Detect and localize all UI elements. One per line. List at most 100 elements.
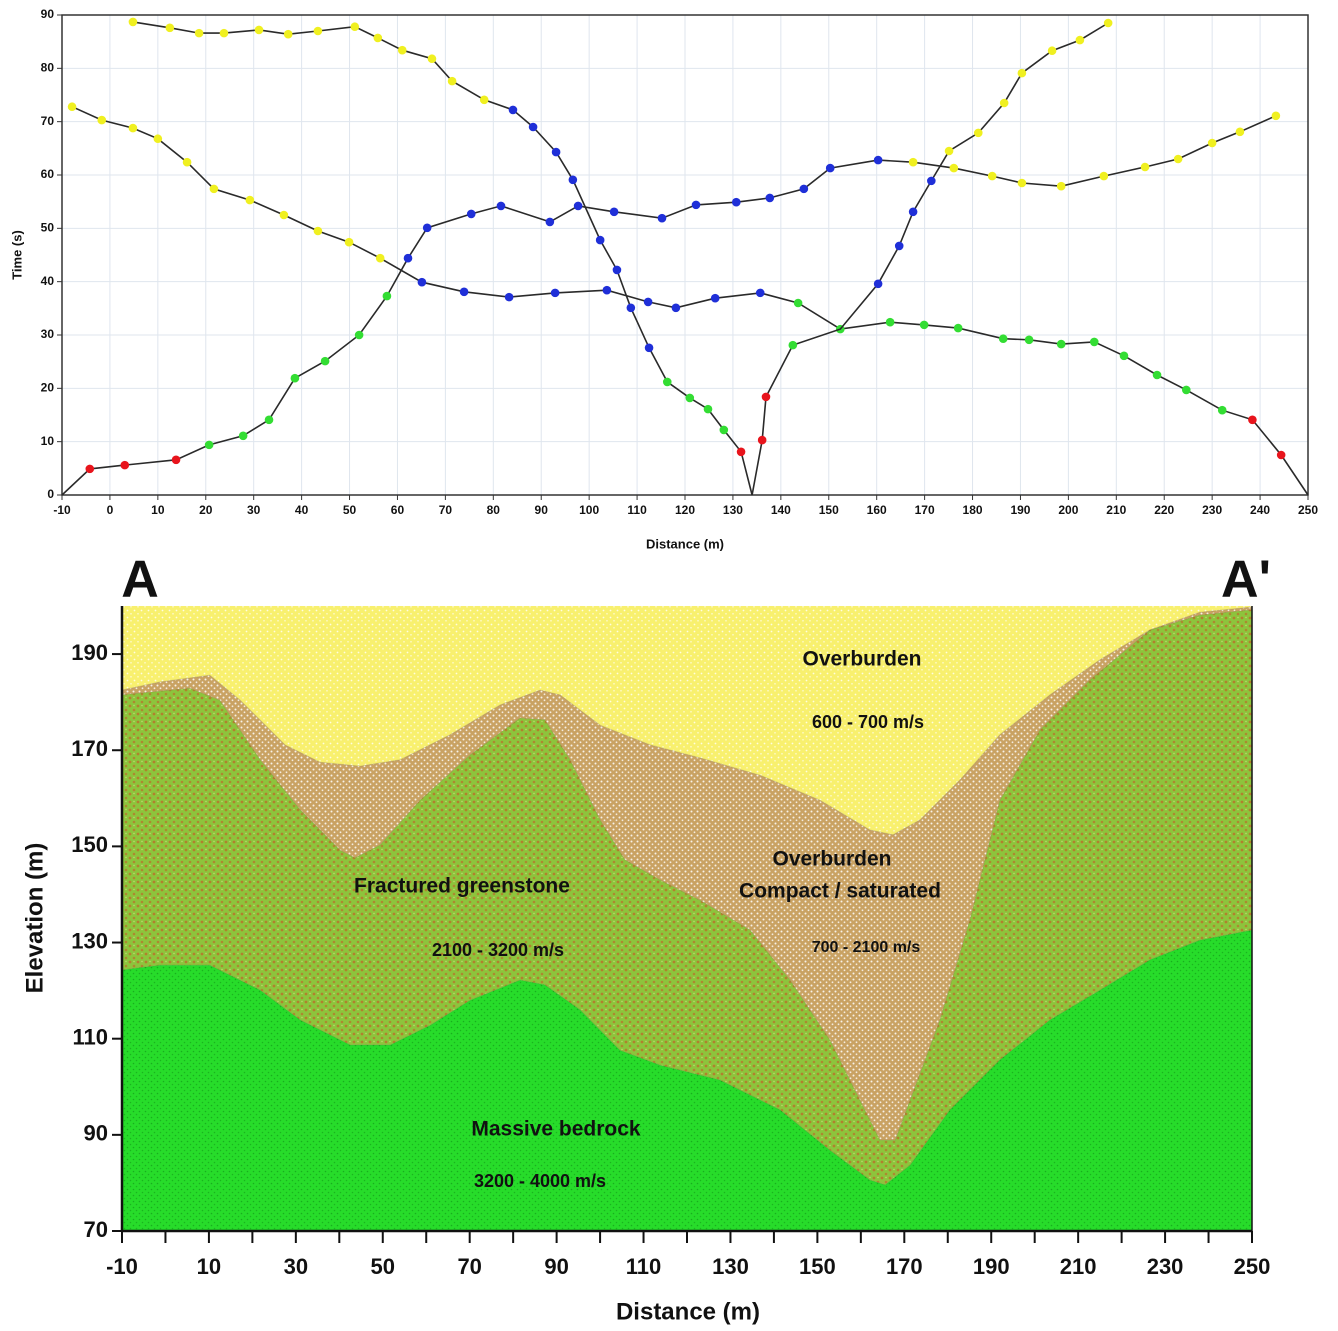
x-tick-label: -10 <box>53 503 71 517</box>
data-point <box>496 201 506 211</box>
data-point <box>927 176 936 186</box>
data-point <box>825 163 835 173</box>
layer-label: Overburden <box>772 848 891 871</box>
y-tick-label: 170 <box>71 736 108 761</box>
data-point <box>375 253 385 263</box>
data-point <box>182 157 192 167</box>
data-point <box>788 340 798 350</box>
y-tick-label: 50 <box>41 221 55 235</box>
x-tick-label: 20 <box>199 503 213 517</box>
layer-boundary <box>121 606 1253 836</box>
data-point <box>765 193 775 203</box>
data-point <box>703 404 713 414</box>
layer-texture <box>122 607 1252 1141</box>
x-tick-label: 250 <box>1234 1254 1271 1279</box>
x-tick-label: 50 <box>343 503 357 517</box>
x-tick-label: 10 <box>151 503 165 517</box>
data-point <box>313 226 323 236</box>
y-tick-label: 70 <box>41 114 55 128</box>
x-tick-label: 230 <box>1147 1254 1184 1279</box>
data-point <box>944 146 954 156</box>
data-point <box>279 210 289 220</box>
x-axis-title: Distance (m) <box>646 536 724 551</box>
x-tick-label: 70 <box>457 1254 481 1279</box>
data-point <box>602 285 612 295</box>
data-point <box>626 303 636 313</box>
data-point <box>1271 111 1281 121</box>
data-point <box>1089 337 1099 347</box>
data-point <box>1017 178 1027 188</box>
data-point <box>799 184 809 194</box>
y-axis-title: Elevation (m) <box>21 843 48 994</box>
data-point <box>479 95 489 105</box>
data-point <box>691 200 701 210</box>
y-tick-label: 110 <box>73 1025 109 1050</box>
x-tick-label: 120 <box>675 503 695 517</box>
data-point <box>755 288 765 298</box>
data-point <box>612 265 622 275</box>
data-point <box>719 425 729 435</box>
data-point <box>1181 385 1191 395</box>
x-tick-label: 40 <box>295 503 309 517</box>
x-tick-label: 80 <box>487 503 501 517</box>
data-point <box>908 207 918 217</box>
data-point <box>973 128 983 138</box>
x-tick-label: 220 <box>1154 503 1174 517</box>
data-point <box>238 431 248 441</box>
data-point <box>1207 138 1217 148</box>
data-point <box>550 288 560 298</box>
data-point <box>120 460 130 470</box>
data-point <box>1119 351 1129 361</box>
y-tick-label: 10 <box>41 434 55 448</box>
data-point <box>908 157 918 167</box>
y-tick-label: 30 <box>41 327 55 341</box>
data-point <box>1024 335 1034 345</box>
data-point <box>128 17 138 27</box>
data-point <box>320 356 330 366</box>
data-point <box>422 223 432 233</box>
x-tick-label: 190 <box>973 1254 1010 1279</box>
data-point <box>1056 181 1066 191</box>
y-tick-label: 0 <box>47 487 54 501</box>
section-end-label: A' <box>1221 551 1271 609</box>
y-tick-label: 70 <box>84 1217 108 1242</box>
x-tick-label: 130 <box>712 1254 749 1279</box>
data-point <box>350 22 360 32</box>
x-axis-title: Distance (m) <box>616 1298 760 1325</box>
data-point <box>731 197 741 207</box>
x-tick-label: 170 <box>915 503 935 517</box>
layer-label: Massive bedrock <box>471 1118 641 1141</box>
layer-label: Fractured greenstone <box>354 875 570 898</box>
data-point <box>313 26 323 36</box>
x-tick-label: 200 <box>1058 503 1078 517</box>
curve <box>61 115 1277 496</box>
data-point <box>283 29 293 39</box>
data-point <box>1047 46 1057 56</box>
plot-frame <box>61 14 1309 496</box>
data-point <box>1056 339 1066 349</box>
data-point <box>427 54 437 64</box>
data-point <box>568 175 578 185</box>
y-tick-label: 60 <box>41 167 55 181</box>
x-tick-label: 250 <box>1298 503 1318 517</box>
layer-boundary <box>121 929 1253 1186</box>
x-tick-label: 50 <box>371 1254 395 1279</box>
x-tick-label: 190 <box>1010 503 1030 517</box>
data-point <box>998 334 1008 344</box>
x-tick-label: 90 <box>535 503 549 517</box>
layer-velocity: 2100 - 3200 m/s <box>432 940 564 960</box>
data-point <box>1099 171 1109 181</box>
data-point <box>671 303 681 313</box>
section-end-label: A <box>121 551 159 609</box>
data-point <box>545 217 555 227</box>
data-point <box>466 209 476 219</box>
data-point <box>793 298 803 308</box>
layer-texture <box>122 930 1252 1231</box>
data-point <box>757 435 767 445</box>
x-tick-label: 180 <box>963 503 983 517</box>
data-point <box>204 440 214 450</box>
data-point <box>761 392 771 402</box>
data-point <box>657 213 667 223</box>
x-tick-label: 240 <box>1250 503 1270 517</box>
data-point <box>609 207 619 217</box>
